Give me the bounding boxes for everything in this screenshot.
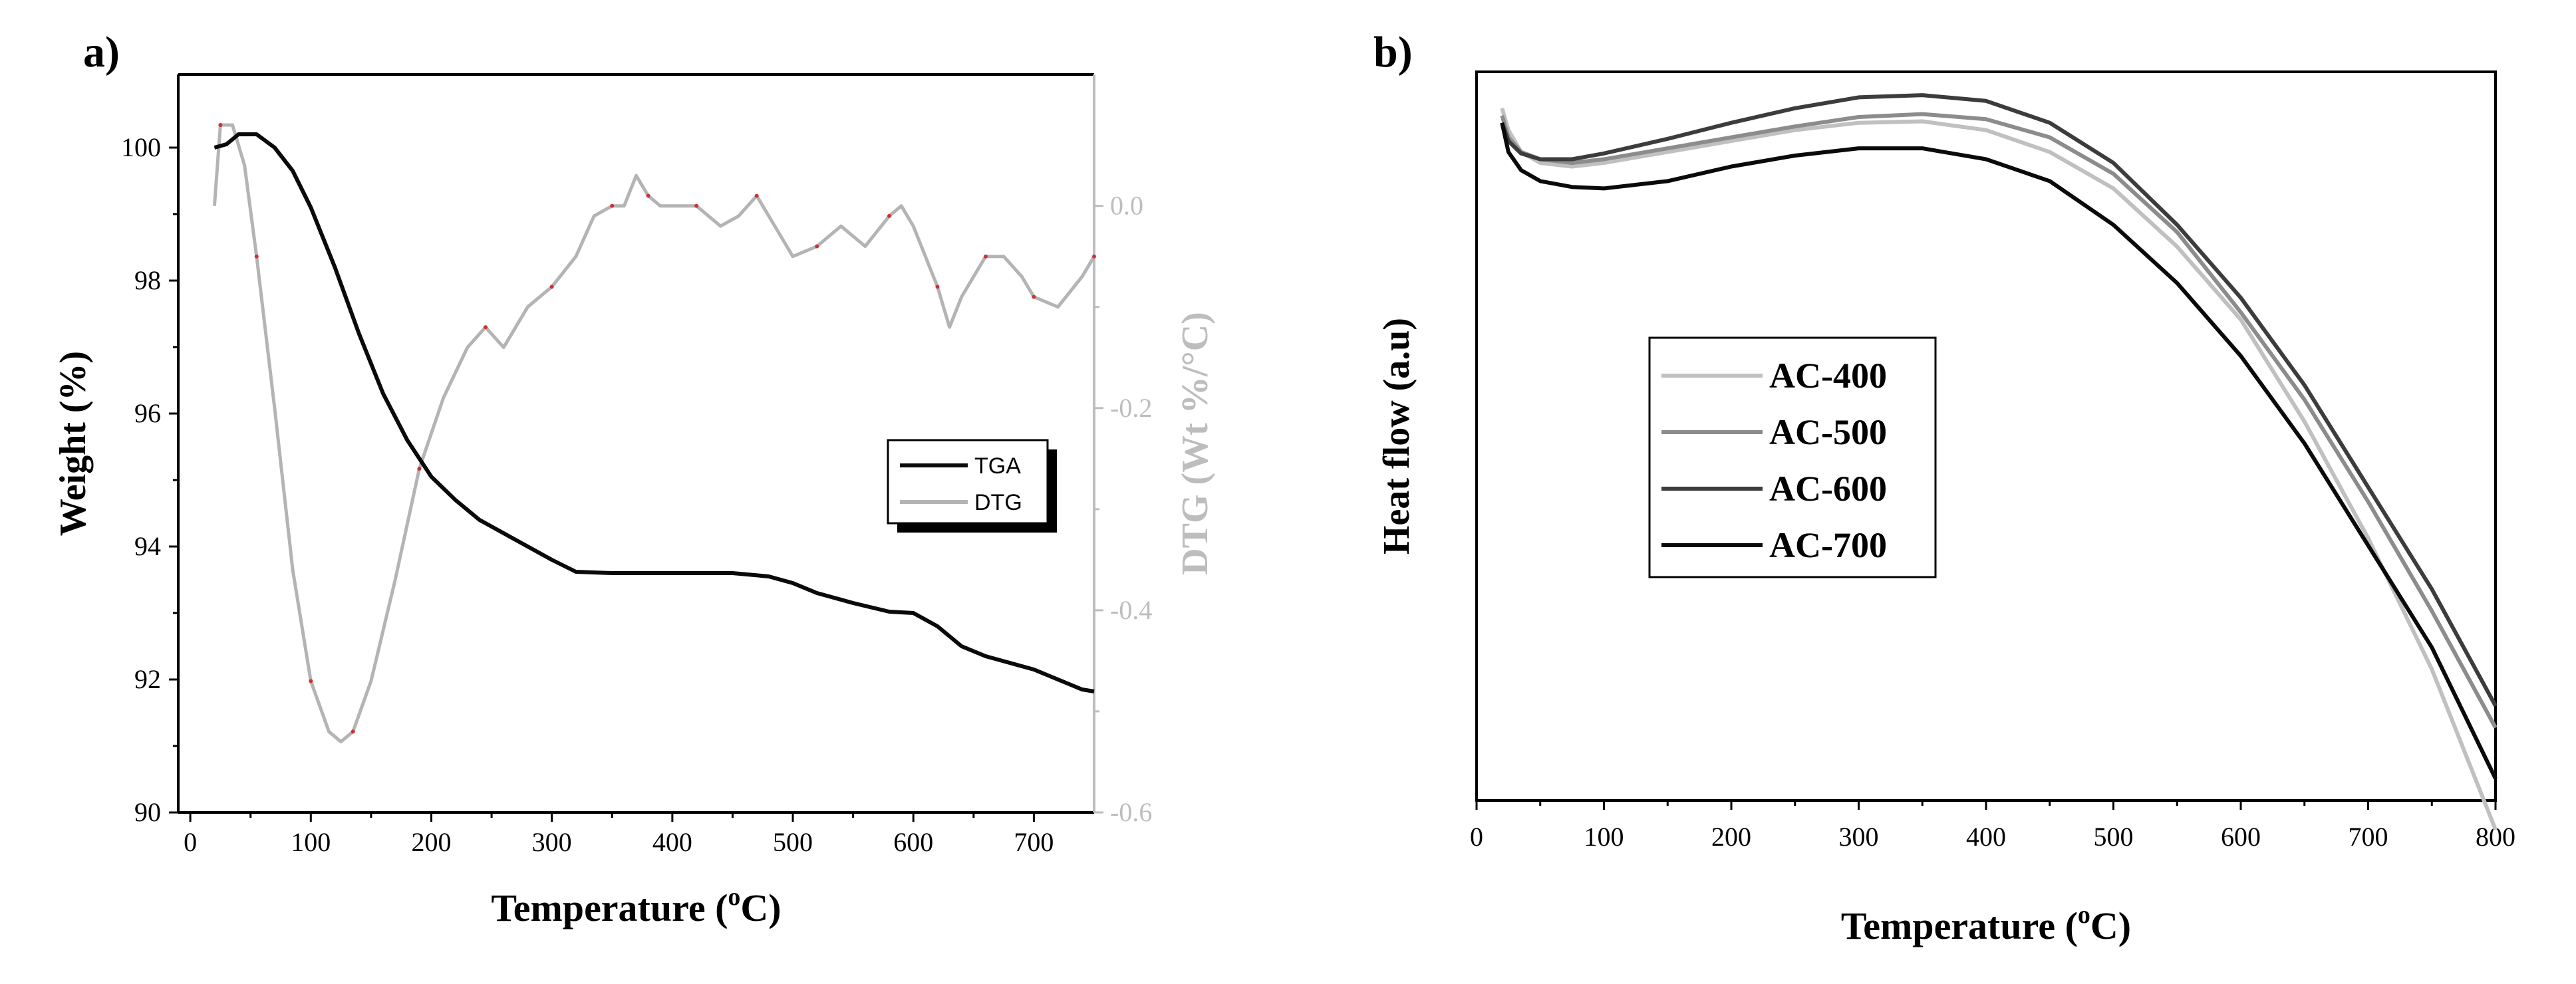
- x-axis-label: Temperature (oC): [1841, 901, 2131, 947]
- legend-label-ac-600: AC-600: [1769, 469, 1887, 509]
- legend-label-dtg: DTG: [974, 490, 1022, 515]
- x-tick-label: 400: [652, 827, 692, 857]
- dtg-point: [1032, 295, 1036, 299]
- tga-series-line: [214, 132, 1095, 693]
- dtg-point: [646, 193, 650, 198]
- x-tick-label: 100: [291, 827, 331, 857]
- x-tick-label: 300: [532, 827, 572, 857]
- y2-tick-label: -0.6: [1110, 797, 1152, 827]
- x-tick-label: 200: [411, 827, 451, 857]
- x-tick-label: 400: [1966, 822, 2006, 852]
- x-tick-label: 300: [1839, 822, 1879, 852]
- panel-label-b: b): [1373, 28, 1413, 76]
- dtg-point: [754, 193, 759, 198]
- y-tick-label: 96: [134, 398, 161, 428]
- dtg-point: [694, 203, 699, 208]
- panel-label-a: a): [83, 28, 120, 76]
- y-tick-label: 92: [134, 664, 161, 694]
- x-axis-label: Temperature (oC): [491, 883, 781, 929]
- x-tick-label: 200: [1711, 822, 1751, 852]
- series-line-ac-600: [1500, 93, 2498, 707]
- series-line-ac-700: [1500, 122, 2498, 780]
- y-tick-label: 90: [134, 797, 161, 827]
- dtg-series-line: [212, 123, 1096, 744]
- y2-tick-label: -0.4: [1110, 595, 1152, 625]
- dtg-point: [254, 254, 259, 259]
- y-axis-label: Weight (%): [53, 351, 94, 536]
- legend-label-tga: TGA: [974, 453, 1021, 479]
- legend-label-ac-700: AC-700: [1769, 525, 1887, 565]
- dtg-point: [815, 244, 819, 249]
- dtg-point: [983, 254, 988, 259]
- series-line-ac-400: [1500, 107, 2498, 830]
- y2-axis-label: DTG (Wt %/°C): [1175, 312, 1216, 575]
- legend: AC-400 AC-500 AC-600 AC-700: [1648, 336, 1937, 578]
- dtg-point: [484, 325, 488, 330]
- tga-dtg-chart: a) 0 100 200 300 400 500 600 700 90 92 94 96 98 100 -0.…: [53, 28, 1216, 929]
- dtg-point: [309, 679, 313, 683]
- x-tick-label: 100: [1584, 822, 1624, 852]
- dtg-point: [218, 123, 223, 128]
- dtg-point: [935, 285, 940, 289]
- x-tick-label: 600: [2221, 822, 2261, 852]
- x-tick-label: 500: [2094, 822, 2134, 852]
- legend-label-ac-500: AC-500: [1769, 412, 1887, 452]
- y-axis-label: Heat flow (a.u): [1376, 318, 1417, 554]
- x-tick-label: 600: [893, 827, 933, 857]
- dtg-point: [417, 467, 422, 471]
- dtg-point: [549, 285, 554, 289]
- x-tick-label: 700: [1014, 827, 1054, 857]
- dtg-point: [610, 203, 615, 208]
- dtg-point: [351, 729, 355, 734]
- y-tick-label: 98: [134, 265, 161, 295]
- y-tick-label: 94: [134, 531, 161, 561]
- y2-tick-label: 0.0: [1110, 191, 1143, 221]
- legend: TGA DTG: [887, 439, 1049, 525]
- x-tick-label: 700: [2349, 822, 2388, 852]
- y-tick-label: 100: [121, 132, 161, 162]
- legend-label-ac-400: AC-400: [1769, 356, 1887, 396]
- dtg-point: [1092, 254, 1096, 259]
- x-tick-label: 0: [184, 827, 197, 857]
- x-tick-label: 0: [1470, 822, 1483, 852]
- x-tick-label: 500: [773, 827, 813, 857]
- dtg-point: [887, 213, 891, 218]
- plot-frame: [1475, 70, 2497, 802]
- y2-tick-label: -0.2: [1110, 393, 1152, 423]
- legend-box: [887, 439, 1049, 525]
